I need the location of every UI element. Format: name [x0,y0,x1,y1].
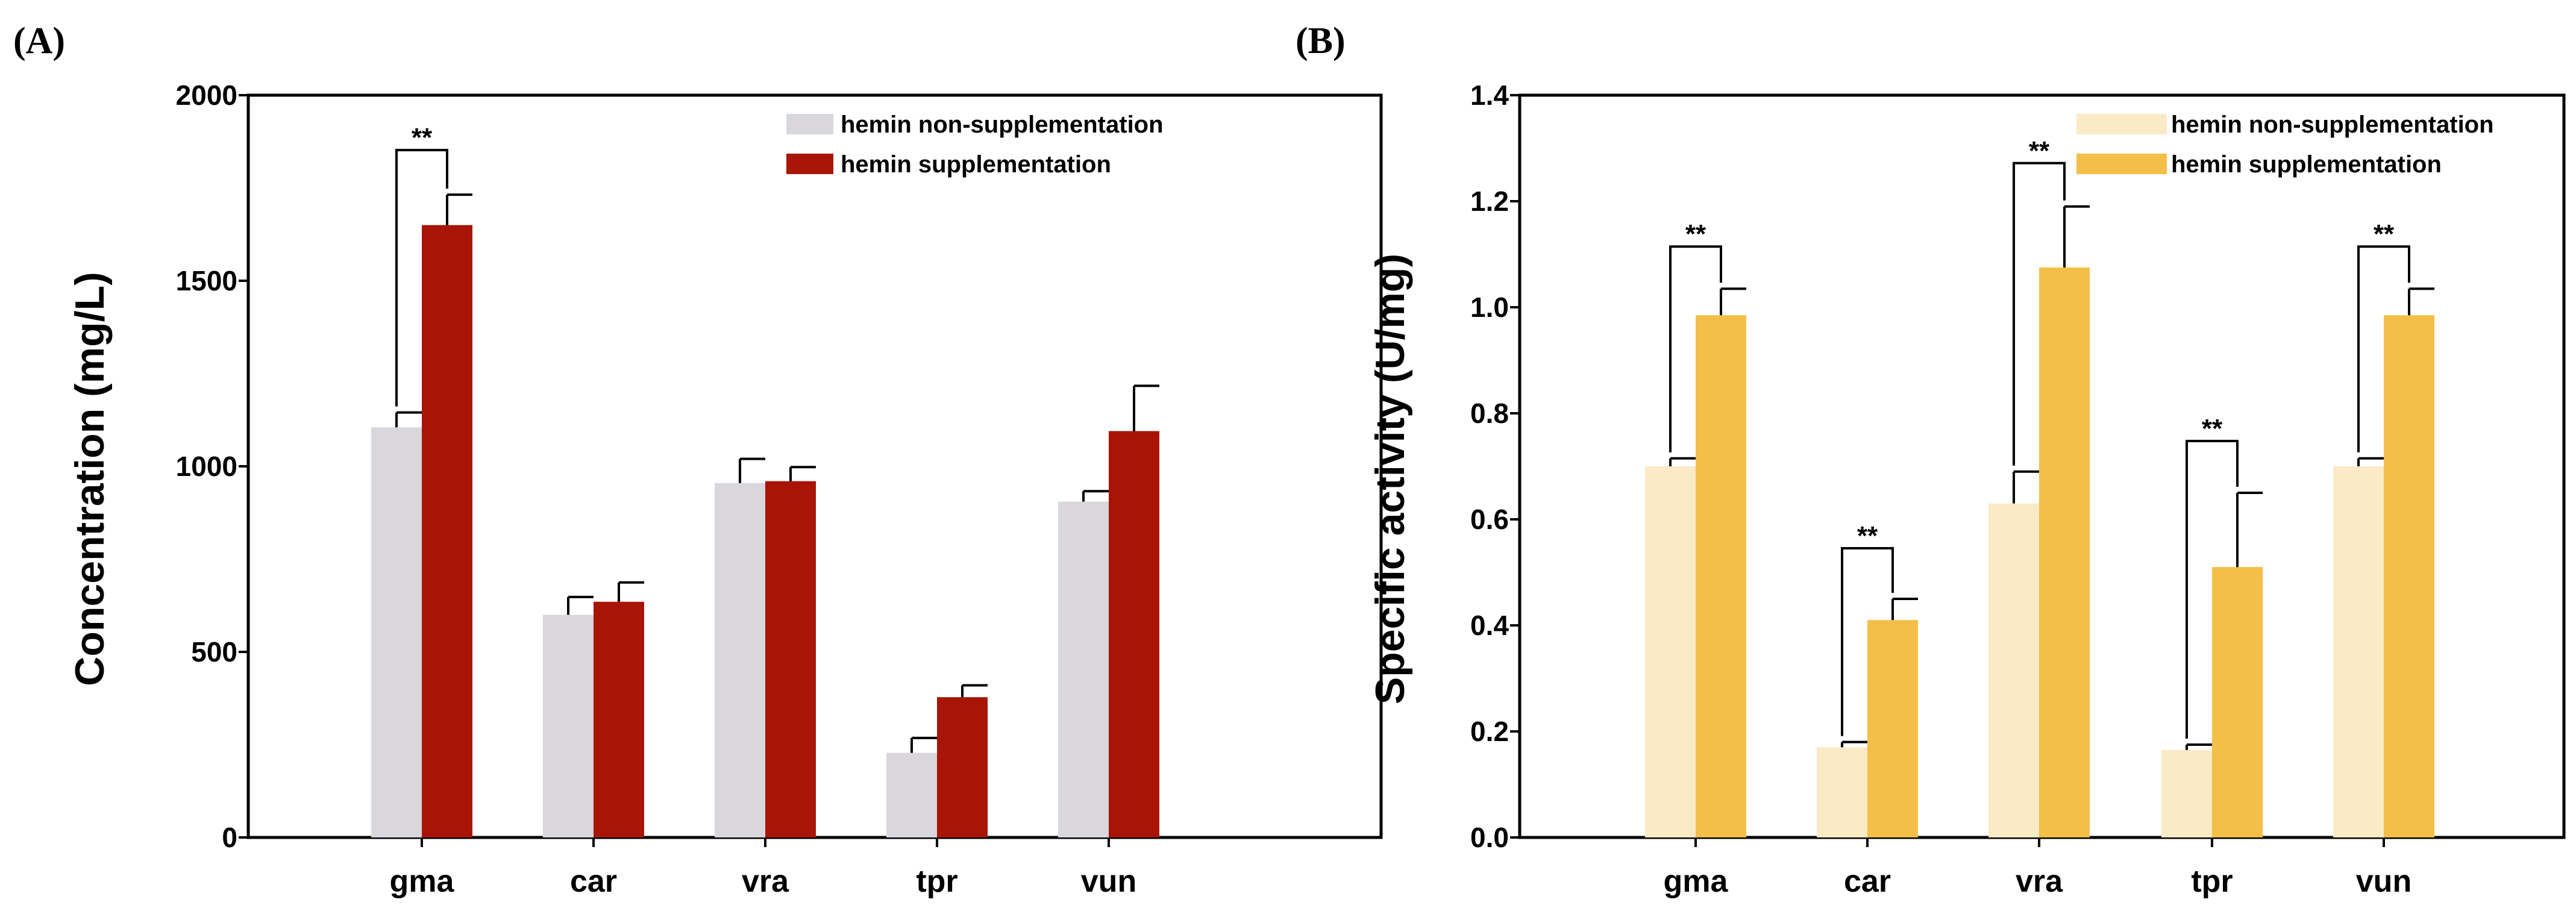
bar [371,427,422,837]
significance-label: ** [2029,136,2050,166]
panel-label: (B) [1296,20,1346,61]
y-tick-label: 2000 [176,80,237,111]
y-tick-label: 1.0 [1470,292,1509,323]
x-tick-label: tpr [916,864,957,899]
significance-bracket [1669,245,1722,452]
bar [1058,501,1109,837]
y-tick-label: 1000 [176,451,237,482]
legend-swatch [2076,154,2167,174]
y-tick-label: 0.8 [1470,398,1509,429]
bar [1988,503,2039,837]
legend-label: hemin supplementation [841,151,1111,178]
x-tick-label: vun [1081,864,1136,899]
legend: hemin non-supplementation hemin supplemen… [786,111,1164,178]
bar [886,752,937,837]
bar [715,483,765,837]
significance-bracket [2186,440,2239,739]
bar [543,615,594,837]
bars: ** ** ** ** ** [1645,136,2434,837]
significance-label: ** [1857,521,1878,551]
legend-label: hemin non-supplementation [841,111,1164,138]
legend-swatch [2076,114,2167,134]
y-tick-label: 0.6 [1470,504,1509,535]
legend: hemin non-supplementation hemin supplemen… [2076,111,2494,178]
panel-label: (A) [13,20,65,61]
x-tick-label: car [570,864,617,899]
legend-label: hemin supplementation [2171,151,2442,178]
bar [2039,268,2090,837]
significance-label: ** [2202,414,2223,443]
y-tick-label: 500 [191,636,237,668]
legend-swatch [786,114,833,134]
significance-label: ** [1685,219,1706,249]
bar [2161,749,2212,837]
panel-a: (A) Concentration (mg/L) 0 500 1000 1500 200… [13,20,1383,899]
bar [765,481,816,837]
bar [1109,431,1159,837]
significance-bracket [2357,245,2410,452]
bar [1645,466,1696,837]
x-tick-label: gma [390,864,455,899]
legend-swatch [786,154,833,174]
panel-b: (B) Specific activity (U/mg) 0.00.20.40.… [1296,20,2566,899]
x-tick-label: vun [2356,864,2411,899]
x-tick-label: car [1844,864,1891,899]
y-tick-label: 0.2 [1470,716,1509,747]
axis-ticks: 0.0 0.2 0.4 0.6 0.8 1.0 1.2 1.4 gma car vra tpr vun [1470,80,2411,899]
y-tick-label: 0 [222,822,237,853]
bar [594,601,644,837]
bar [2212,567,2263,837]
significance-bracket [2013,161,2066,466]
significance-label: ** [2374,219,2395,249]
y-tick-label: 0.4 [1470,610,1509,641]
bar [1817,747,1867,837]
x-tick-label: vra [2016,864,2063,899]
y-tick-label: 0.0 [1470,822,1509,853]
axis-ticks: 0 500 1000 1500 2000 gma car vra tpr vun [176,80,1137,899]
y-tick-label: 1.2 [1470,186,1509,217]
x-tick-label: gma [1664,864,1729,899]
significance-label: ** [412,123,433,152]
y-axis-title: Concentration (mg/L) [67,272,113,686]
x-tick-label: vra [742,864,789,899]
bars: ** [371,123,1159,838]
y-tick-label: 1.4 [1470,80,1509,111]
bar [422,225,472,838]
y-tick-label: 1500 [176,265,237,296]
bar [2384,315,2434,837]
y-axis-title: Specific activity (U/mg) [1367,254,1413,704]
bar [937,697,988,837]
legend-label: hemin non-supplementation [2171,111,2494,138]
bar [1867,620,1918,837]
significance-bracket [1841,547,1894,736]
bar [1696,315,1746,837]
significance-bracket [395,149,448,407]
bar [2333,466,2384,837]
x-tick-label: tpr [2191,864,2233,899]
